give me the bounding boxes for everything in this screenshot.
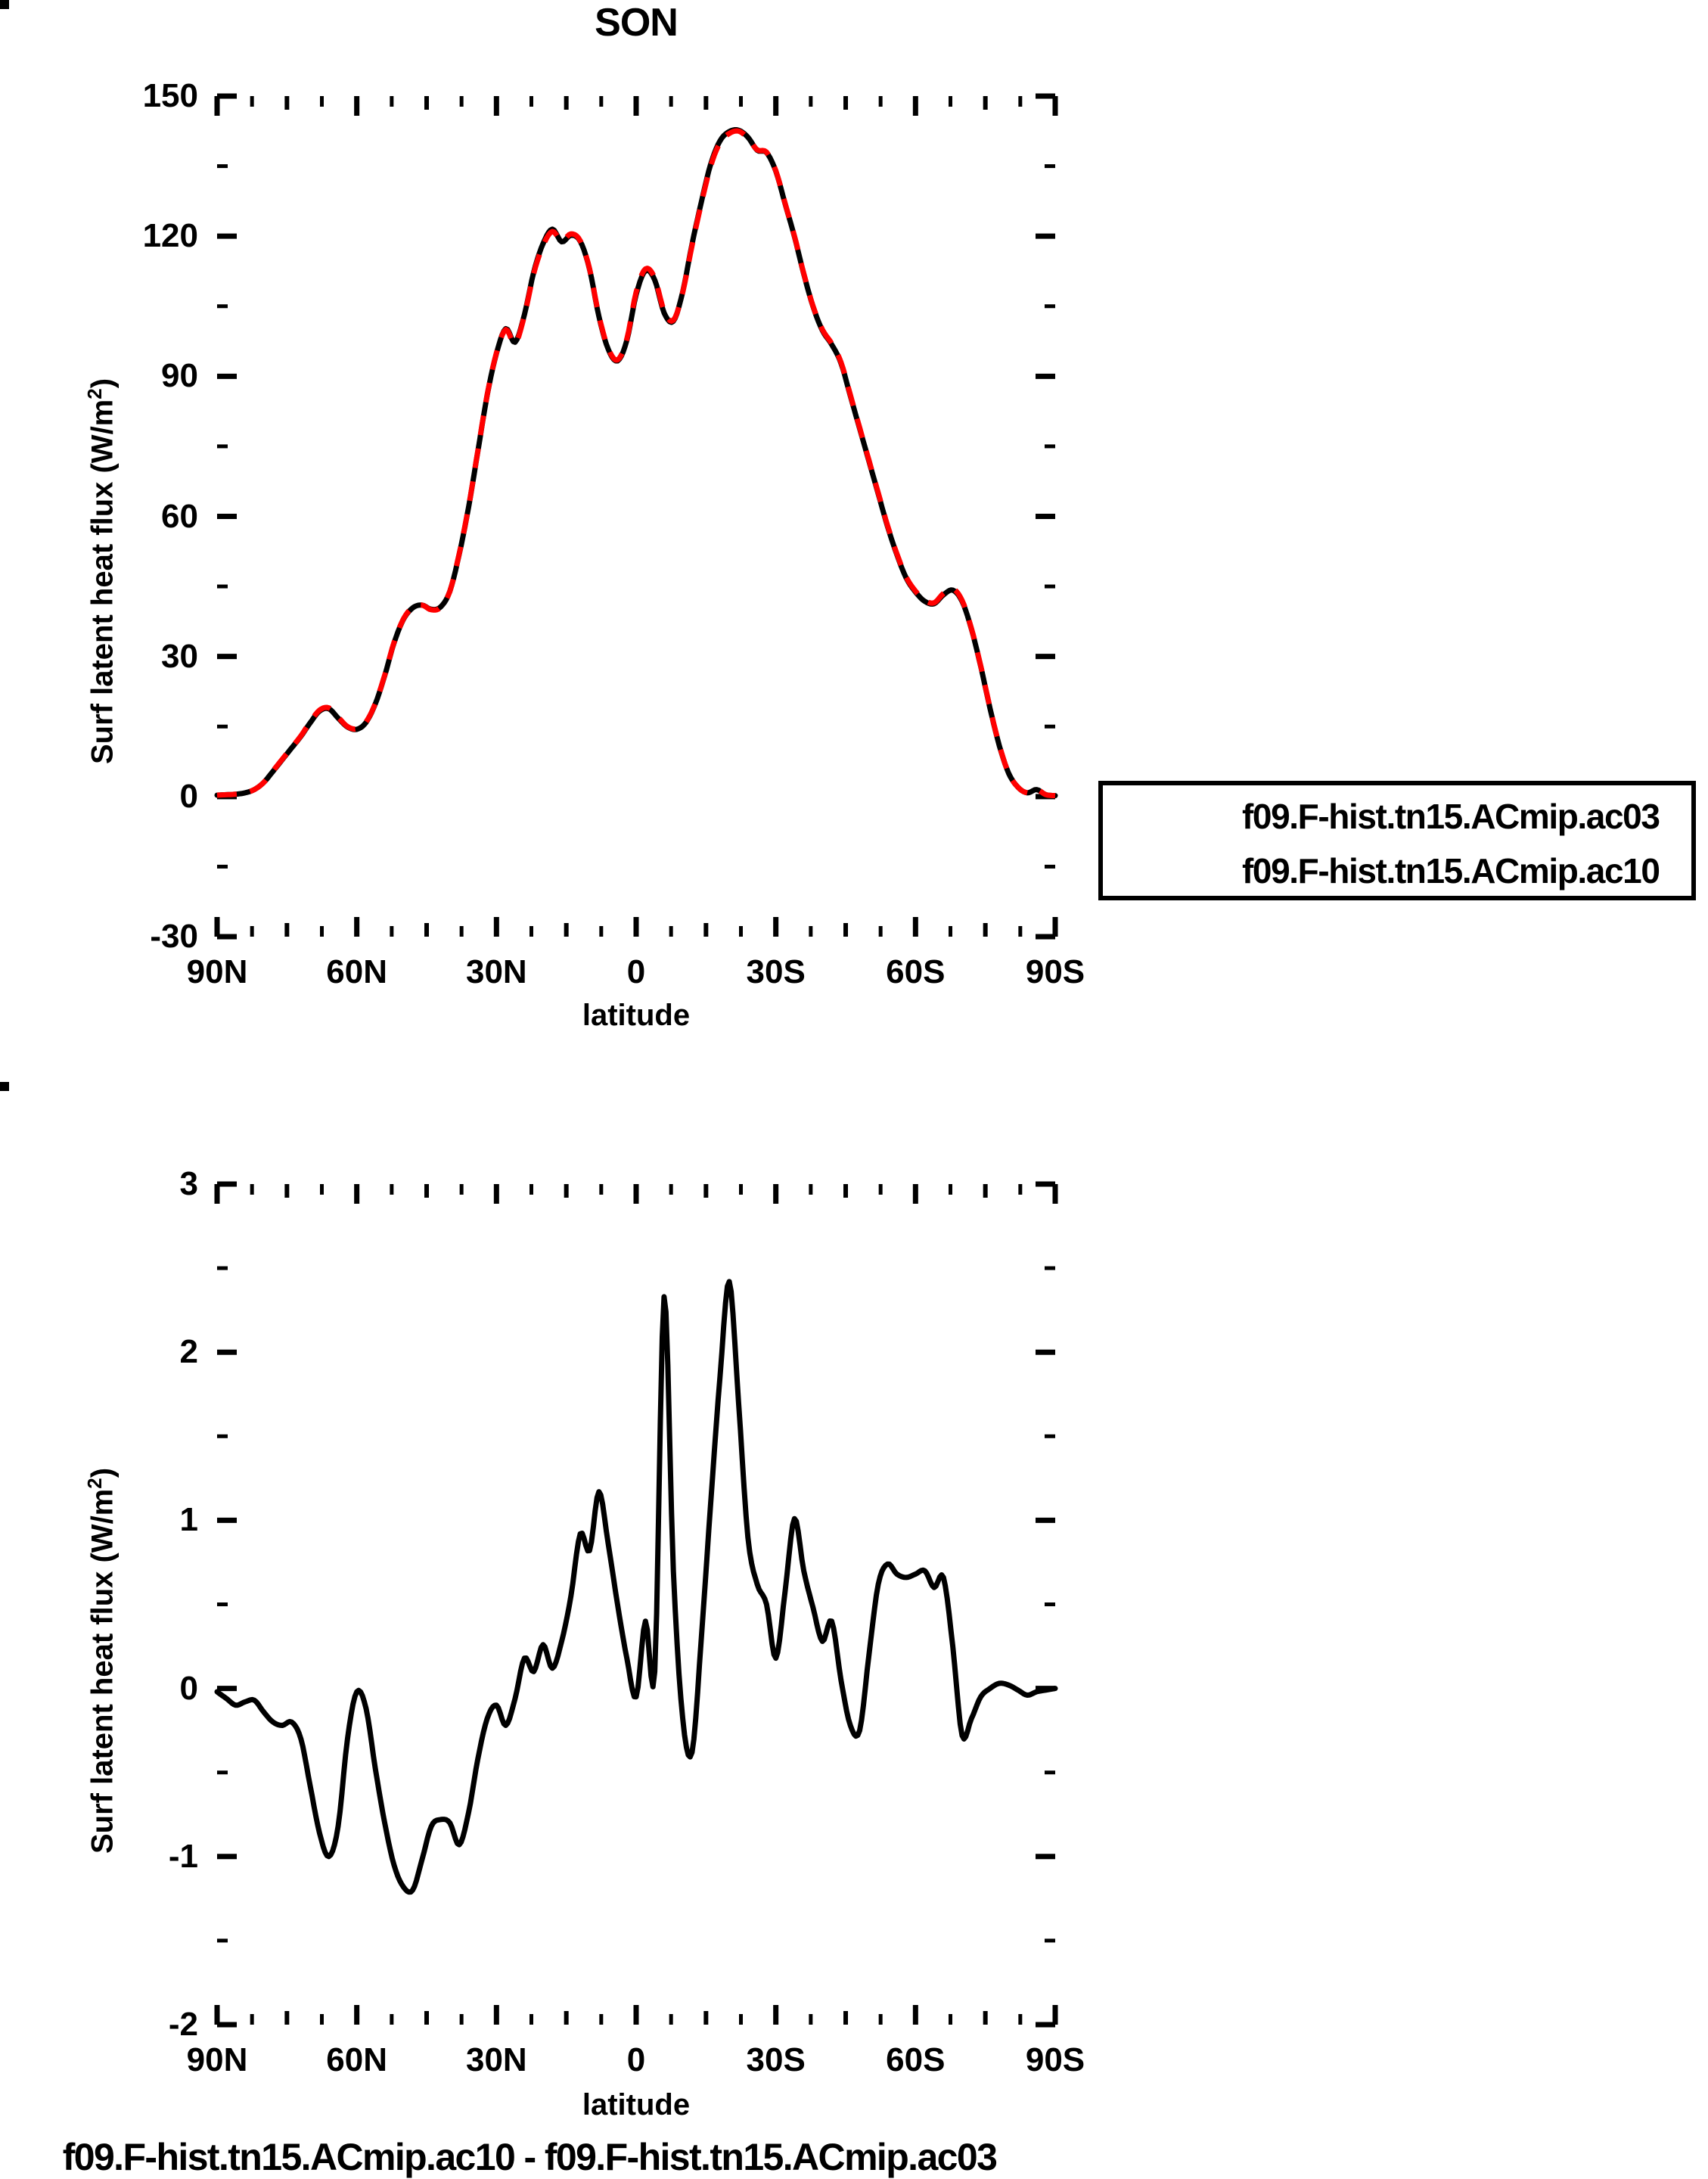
x-tick-label: 0 bbox=[626, 2041, 646, 2078]
top-chart-panel: SON Surf latent heat flux (W/m2) latitud… bbox=[0, 0, 1708, 1059]
series-line-ac03 bbox=[216, 128, 1057, 799]
y-tick-label: 2 bbox=[179, 1333, 198, 1371]
y-tick-label: -2 bbox=[168, 2006, 198, 2043]
top-y-tick-marks bbox=[217, 93, 1055, 940]
y-tick-label: 1 bbox=[179, 1501, 198, 1539]
series-line-ac10 bbox=[214, 127, 1058, 799]
y-tick-label: 0 bbox=[179, 777, 198, 815]
y-tick-label: 30 bbox=[161, 637, 198, 675]
bottom-axes-svg bbox=[214, 1181, 1058, 2028]
x-tick-label: 30S bbox=[746, 953, 806, 990]
x-tick-label: 60S bbox=[886, 953, 946, 990]
page-title: SON bbox=[595, 1, 679, 45]
y-tick-label: 150 bbox=[142, 77, 198, 114]
x-tick-label: 90N bbox=[186, 2041, 248, 2078]
legend-label-ac03: f09.F-hist.tn15.ACmip.ac03 bbox=[1242, 797, 1660, 836]
top-x-axis-label: latitude bbox=[582, 999, 691, 1032]
x-tick-label: 0 bbox=[626, 953, 646, 990]
y-tick-label: 90 bbox=[161, 357, 198, 395]
top-axes-svg bbox=[214, 93, 1058, 940]
y-tick-label: -1 bbox=[168, 1837, 198, 1875]
bottom-chart-panel: f09.F-hist.tn15.ACmip.ac10 - f09.F-hist.… bbox=[0, 1082, 1708, 2178]
legend-item-ac03[interactable]: f09.F-hist.tn15.ACmip.ac03 bbox=[1103, 790, 1691, 843]
bottom-x-tick-marks bbox=[214, 1184, 1058, 2025]
x-tick-label: 90S bbox=[1025, 953, 1085, 990]
x-tick-label: 60N bbox=[326, 2041, 388, 2078]
legend-item-ac10[interactable]: f09.F-hist.tn15.ACmip.ac10 bbox=[1103, 844, 1691, 897]
y-tick-label: -30 bbox=[150, 918, 198, 955]
x-tick-label: 30N bbox=[465, 953, 527, 990]
y-tick-label: 0 bbox=[179, 1669, 198, 1707]
bottom-y-tick-marks bbox=[217, 1181, 1055, 2028]
legend-label-ac10: f09.F-hist.tn15.ACmip.ac10 bbox=[1242, 851, 1660, 891]
bottom-x-axis-label: latitude bbox=[582, 2088, 691, 2121]
bottom-plot-frame bbox=[0, 1082, 9, 1091]
y-tick-label: 60 bbox=[161, 497, 198, 535]
y-tick-label: 120 bbox=[142, 217, 198, 255]
x-tick-label: 90N bbox=[186, 953, 248, 990]
x-tick-label: 90S bbox=[1025, 2041, 1085, 2078]
y-tick-label: 3 bbox=[179, 1165, 198, 1202]
top-plot-frame bbox=[0, 0, 9, 9]
x-tick-label: 30S bbox=[746, 2041, 806, 2078]
top-x-tick-marks bbox=[214, 96, 1058, 937]
series-line-difference bbox=[214, 1279, 1058, 1895]
x-tick-label: 60N bbox=[326, 953, 388, 990]
legend-box: f09.F-hist.tn15.ACmip.ac03 f09.F-hist.tn… bbox=[1098, 781, 1696, 900]
x-tick-label: 60S bbox=[886, 2041, 946, 2078]
x-tick-label: 30N bbox=[465, 2041, 527, 2078]
